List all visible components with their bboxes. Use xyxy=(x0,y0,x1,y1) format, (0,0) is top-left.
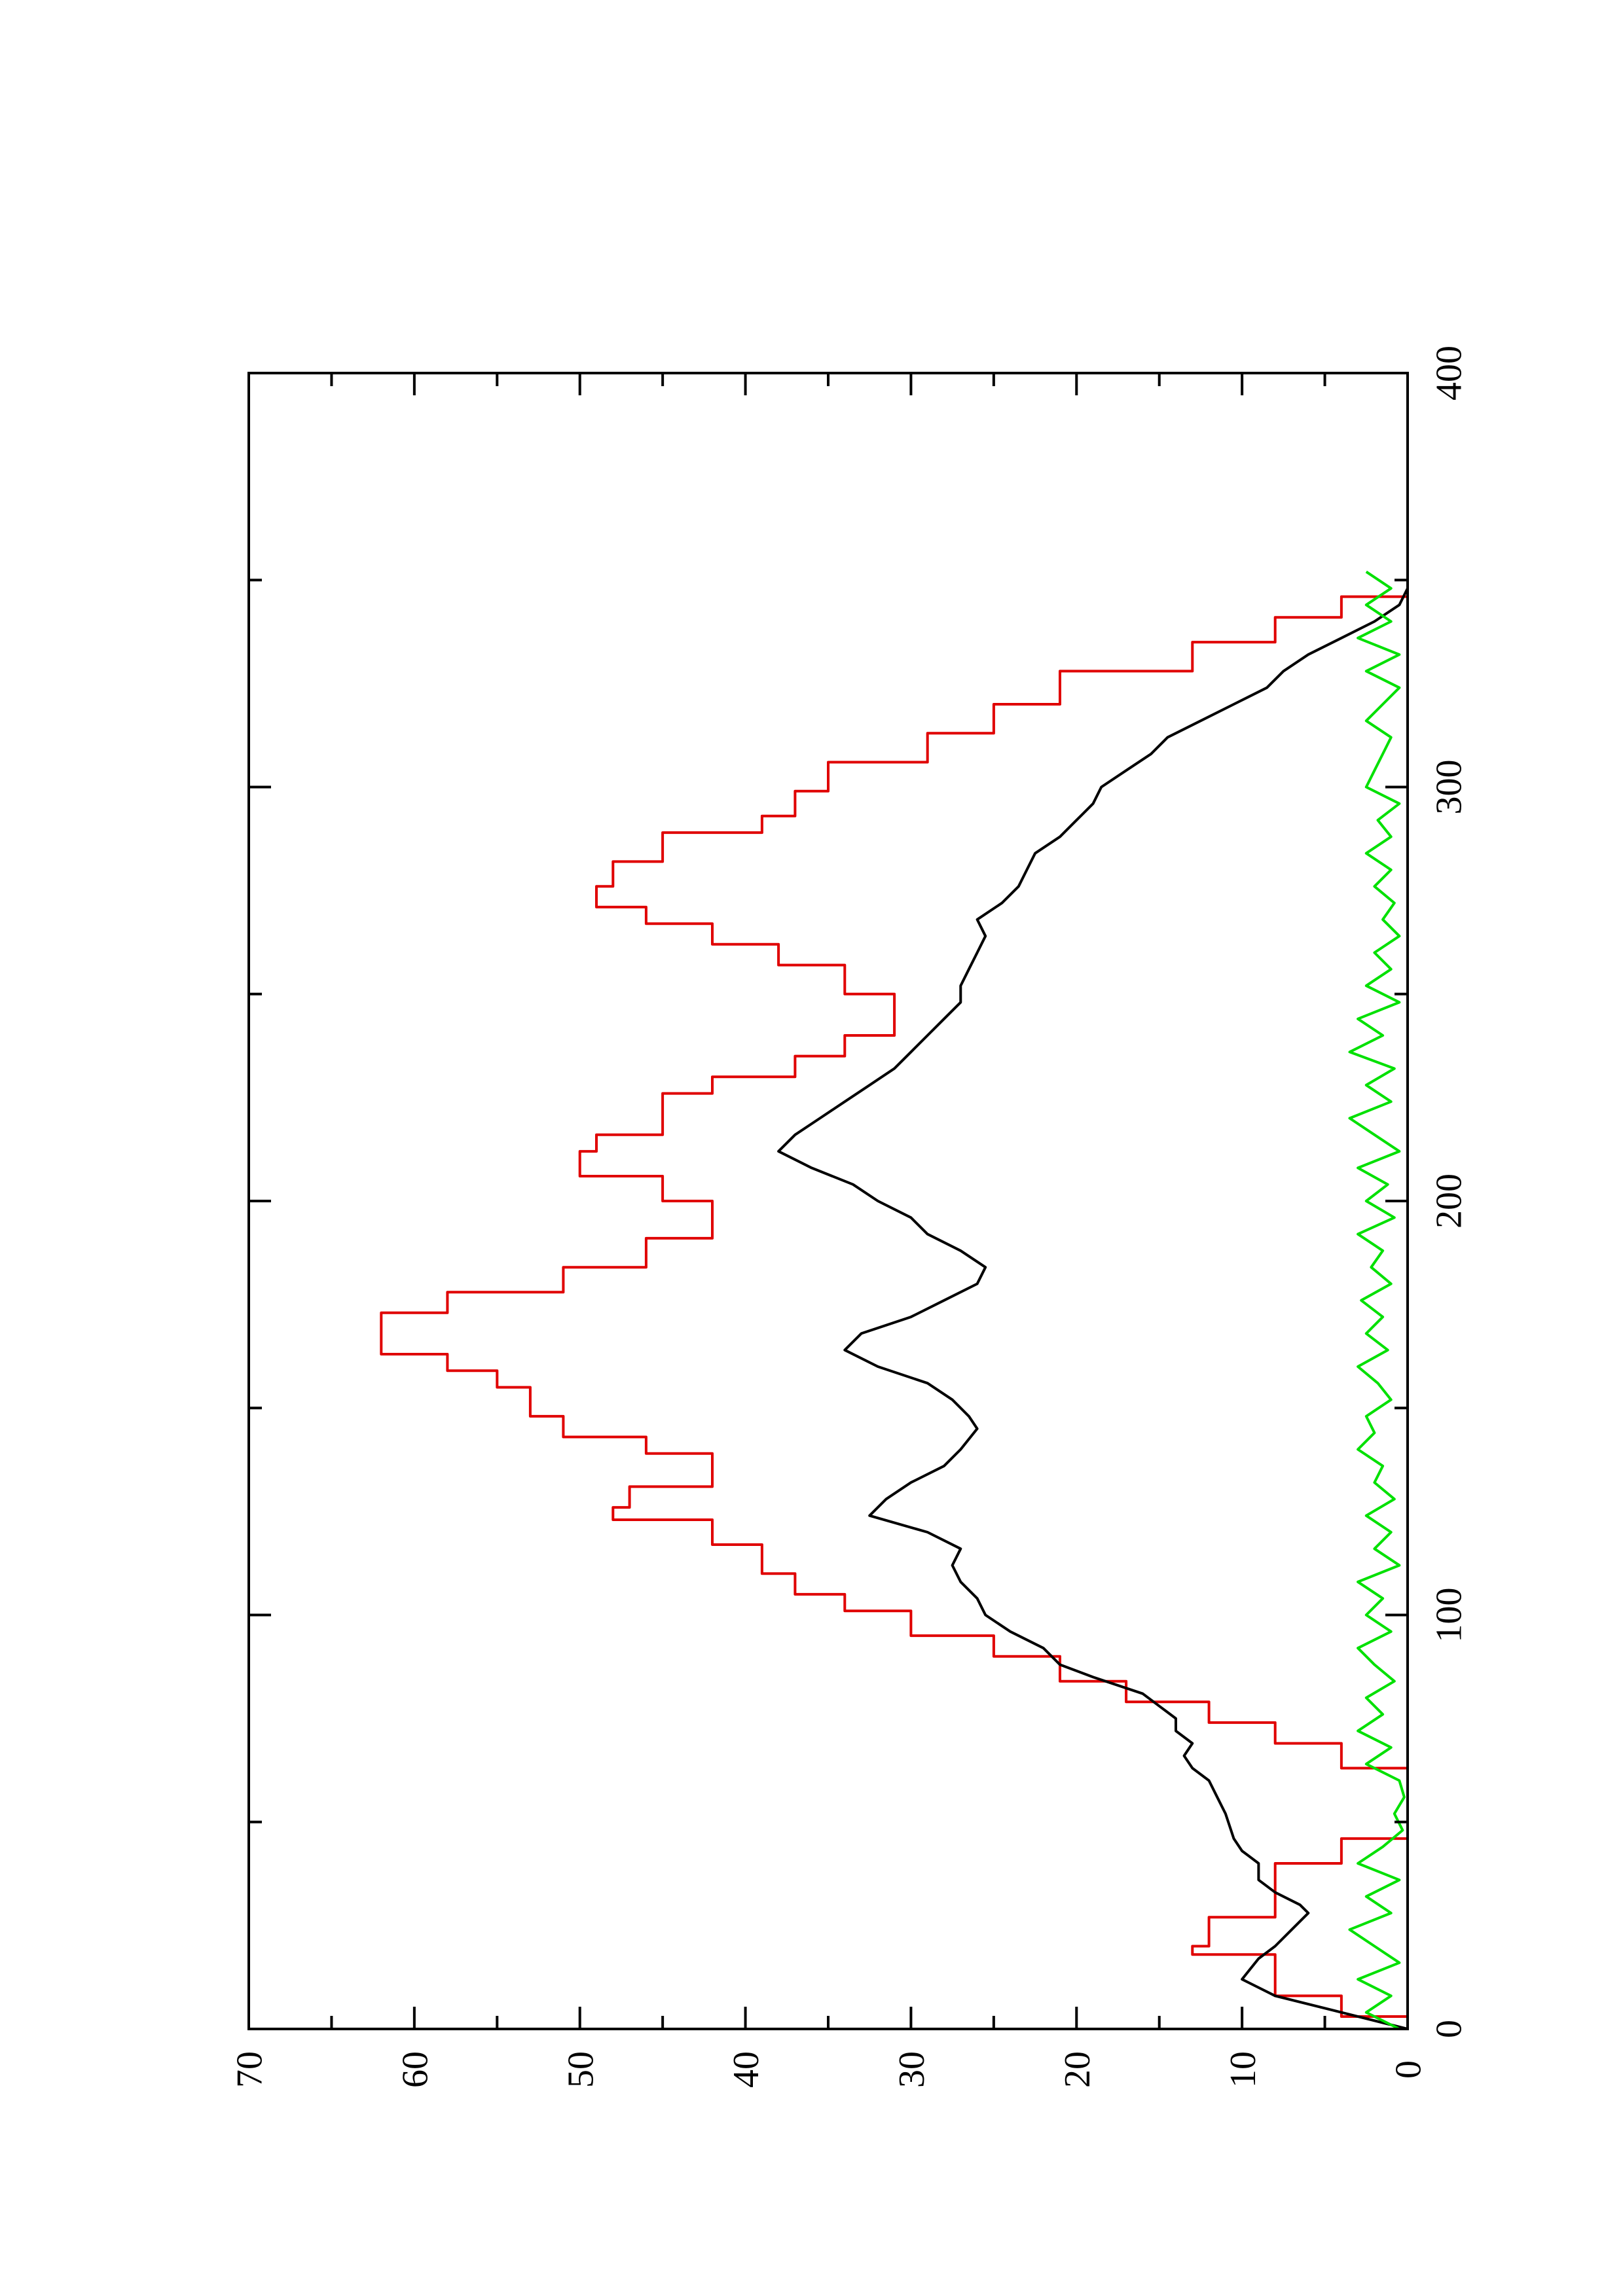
series-line-1 xyxy=(380,595,1409,2029)
series-layer xyxy=(380,570,1409,2030)
y-tick-label: 30 xyxy=(892,2051,932,2088)
x-tick-label: 300 xyxy=(1429,760,1470,815)
tick-labels: 0 100 200 300 400 0 10 20 30 40 50 60 70 xyxy=(230,346,1470,2088)
x-tick-label: 100 xyxy=(1429,1588,1470,1643)
y-tick-label: 70 xyxy=(230,2051,270,2088)
x-tick-label: 400 xyxy=(1429,346,1470,401)
y-tick-label: 0 xyxy=(1389,2060,1429,2079)
series-line-3 xyxy=(1348,570,1406,2030)
y-tick-label: 20 xyxy=(1057,2051,1098,2088)
y-tick-label: 50 xyxy=(560,2051,601,2088)
series-line-2 xyxy=(777,571,1409,2030)
y-tick-label: 10 xyxy=(1223,2051,1264,2088)
x-tick-label: 0 xyxy=(1429,2020,1470,2038)
plot-frame xyxy=(247,372,1409,2030)
tick-marks xyxy=(247,372,1409,2030)
x-tick-label: 200 xyxy=(1429,1174,1470,1229)
y-tick-label: 60 xyxy=(395,2051,435,2088)
y-tick-label: 40 xyxy=(726,2051,767,2088)
